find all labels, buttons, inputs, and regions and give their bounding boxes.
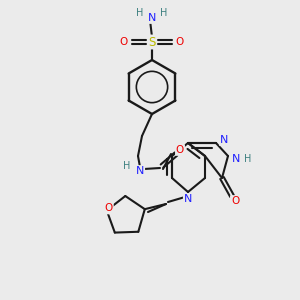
Text: N: N bbox=[184, 194, 192, 204]
Text: H: H bbox=[244, 154, 252, 164]
Text: O: O bbox=[176, 37, 184, 47]
Text: N: N bbox=[148, 13, 156, 23]
Text: H: H bbox=[160, 8, 168, 18]
Text: S: S bbox=[148, 35, 156, 49]
Text: N: N bbox=[220, 135, 228, 145]
Text: O: O bbox=[176, 145, 184, 155]
Text: N: N bbox=[136, 166, 144, 176]
Text: H: H bbox=[136, 8, 144, 18]
Text: O: O bbox=[105, 203, 113, 214]
Text: O: O bbox=[231, 196, 239, 206]
Text: H: H bbox=[123, 161, 131, 171]
Text: N: N bbox=[232, 154, 240, 164]
Text: O: O bbox=[120, 37, 128, 47]
